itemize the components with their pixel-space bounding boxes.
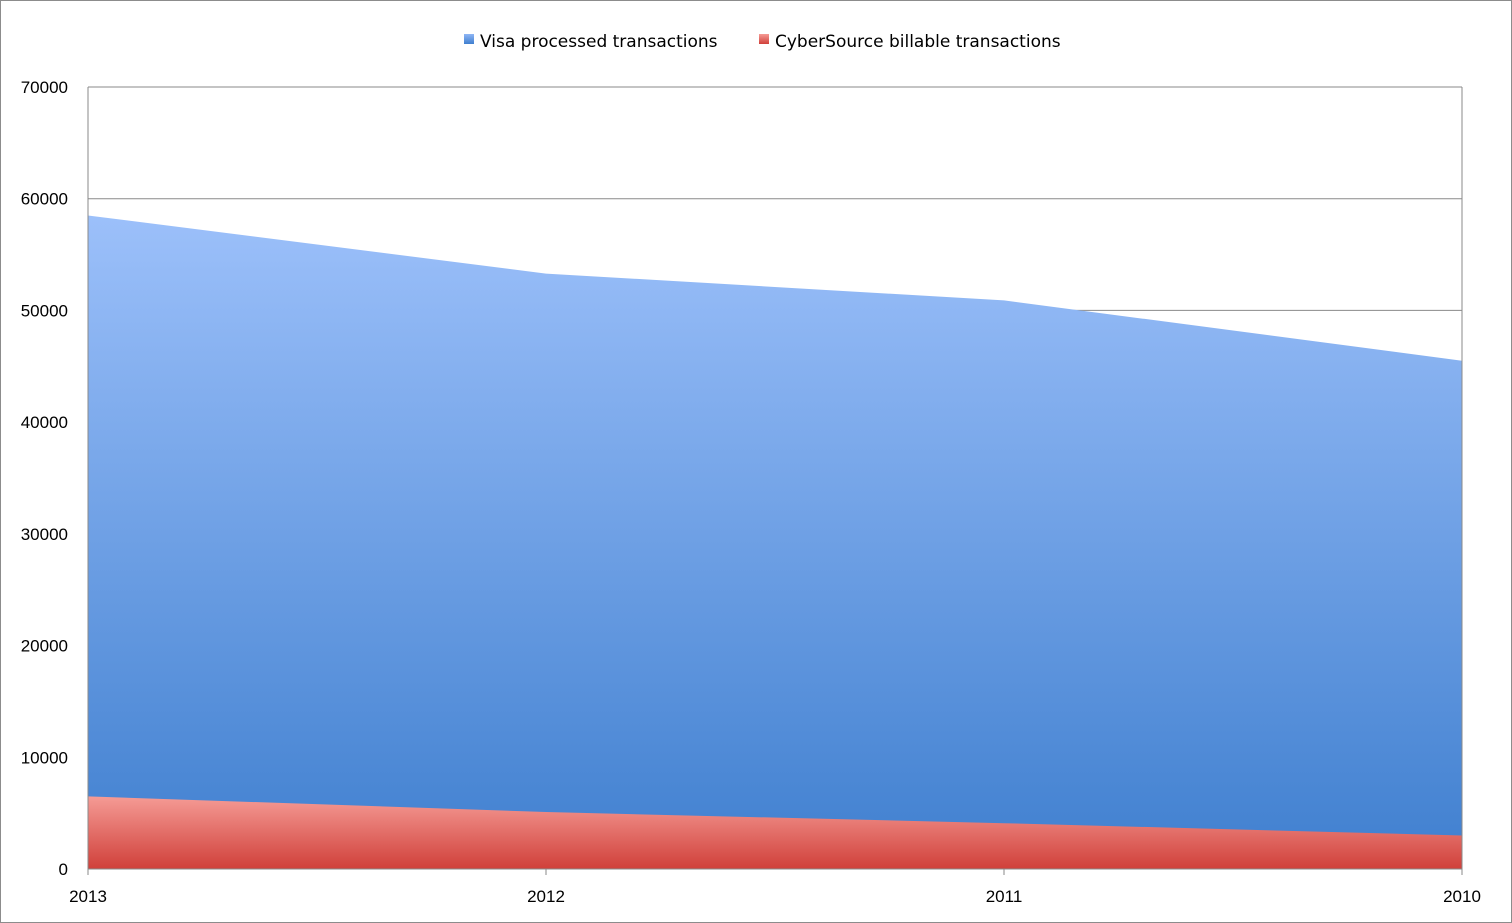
legend-swatch-visa bbox=[464, 34, 474, 44]
plot-areas bbox=[88, 215, 1462, 869]
x-tick-label: 2010 bbox=[1443, 887, 1481, 906]
axes: 0 10000 20000 30000 40000 50000 60000 70000 2013… bbox=[21, 78, 1481, 906]
y-tick-label: 30000 bbox=[21, 525, 68, 544]
y-tick-label: 0 bbox=[59, 860, 68, 879]
x-tick-label: 2011 bbox=[986, 887, 1023, 906]
y-tick-label: 70000 bbox=[21, 78, 68, 97]
legend-label-visa: Visa processed transactions bbox=[480, 32, 718, 52]
legend-label-cybersource: CyberSource billable transactions bbox=[775, 32, 1061, 52]
y-tick-label: 10000 bbox=[21, 748, 68, 767]
legend: Visa processed transactions CyberSource … bbox=[464, 32, 1061, 52]
x-tick-label: 2013 bbox=[69, 887, 107, 906]
legend-swatch-cybersource bbox=[759, 34, 769, 44]
y-tick-label: 40000 bbox=[21, 413, 68, 432]
y-tick-label: 60000 bbox=[21, 190, 68, 209]
y-tick-label: 50000 bbox=[21, 301, 68, 320]
area-cybersource-billable bbox=[88, 796, 1462, 869]
y-tick-label: 20000 bbox=[21, 637, 68, 656]
x-tick-label: 2012 bbox=[527, 887, 565, 906]
area-visa-processed bbox=[88, 215, 1462, 869]
